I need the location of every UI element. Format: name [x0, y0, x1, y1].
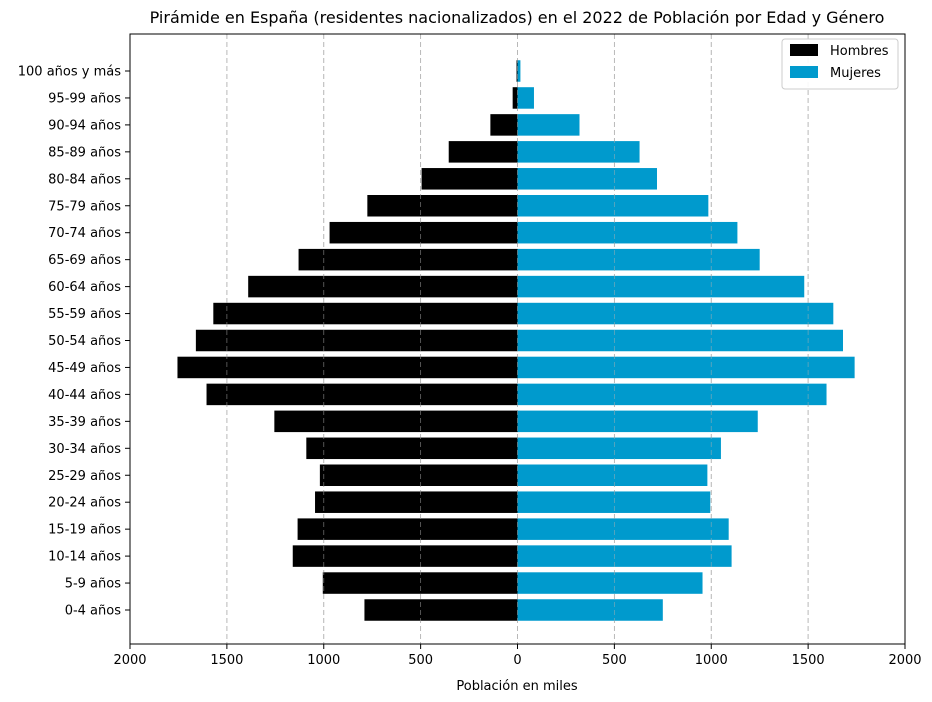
bar-hombres	[322, 572, 518, 594]
bar-mujeres	[517, 221, 738, 244]
legend-swatch-mujeres	[790, 66, 818, 78]
bar-hombres	[206, 383, 518, 406]
y-tick-label: 75-79 años	[48, 199, 121, 214]
bar-mujeres	[517, 87, 534, 109]
bar-hombres	[195, 329, 518, 352]
y-axis-ticks: 0-4 años 5-9 años 10-14 años 15-19 años 20-2…	[18, 65, 130, 619]
y-tick-label: 55-59 años	[48, 307, 121, 322]
bar-mujeres	[517, 491, 711, 513]
grid-lines-overlay	[226, 34, 809, 644]
x-axis-label: Población en miles	[456, 679, 577, 694]
y-tick-label: 70-74 años	[48, 226, 121, 241]
x-tick-label: 1000	[307, 653, 340, 668]
y-tick-label: 10-14 años	[48, 550, 121, 565]
bar-mujeres	[517, 302, 834, 325]
bar-hombres	[421, 168, 518, 190]
bar-hombres	[274, 410, 518, 433]
x-tick-label: 2000	[888, 653, 921, 668]
y-tick-label: 5-9 años	[65, 577, 122, 592]
y-tick-label: 20-24 años	[48, 496, 121, 511]
y-tick-label: 30-34 años	[48, 442, 121, 457]
legend-label-mujeres: Mujeres	[830, 66, 881, 81]
bar-hombres	[319, 464, 518, 486]
bar-hombres	[297, 518, 518, 540]
x-tick-label: 2000	[113, 653, 146, 668]
bar-hombres	[213, 302, 518, 325]
x-tick-label: 1500	[210, 653, 243, 668]
legend-label-hombres: Hombres	[830, 44, 889, 59]
bar-hombres	[315, 491, 518, 513]
bar-mujeres	[517, 437, 721, 460]
bar-hombres	[367, 195, 518, 217]
y-tick-label: 90-94 años	[48, 118, 121, 133]
legend: Hombres Mujeres	[781, 38, 899, 90]
y-tick-label: 80-84 años	[48, 172, 121, 187]
y-tick-label: 40-44 años	[48, 388, 121, 403]
bar-mujeres	[517, 572, 703, 594]
y-tick-label: 0-4 años	[65, 604, 122, 619]
bar-hombres	[306, 437, 518, 460]
bar-mujeres	[517, 168, 657, 190]
bar-hombres	[490, 114, 518, 136]
x-axis-ticks: 2000 1500 1000 500 0 500 1000 1500 2000	[113, 644, 922, 668]
y-tick-label: 65-69 años	[48, 253, 121, 268]
x-tick-label: 1500	[792, 653, 825, 668]
bar-mujeres	[517, 545, 732, 567]
bar-hombres	[448, 141, 518, 163]
bar-hombres	[516, 60, 518, 82]
bar-mujeres	[517, 275, 805, 298]
x-tick-label: 500	[408, 653, 433, 668]
bar-hombres	[298, 248, 518, 271]
y-tick-label: 95-99 años	[48, 91, 121, 106]
bar-mujeres	[517, 248, 760, 271]
bar-mujeres	[517, 410, 758, 433]
y-tick-label: 25-29 años	[48, 469, 121, 484]
y-tick-label: 50-54 años	[48, 334, 121, 349]
chart-title: Pirámide en España (residentes nacionali…	[150, 8, 885, 27]
bar-mujeres	[517, 356, 855, 379]
bar-mujeres	[517, 141, 640, 163]
y-tick-label: 35-39 años	[48, 415, 121, 430]
bar-hombres	[364, 599, 518, 621]
bar-mujeres	[517, 464, 708, 486]
y-tick-label: 45-49 años	[48, 361, 121, 376]
bar-hombres	[329, 221, 518, 244]
x-tick-label: 500	[602, 653, 627, 668]
y-tick-label: 60-64 años	[48, 280, 121, 295]
y-tick-label: 100 años y más	[18, 65, 121, 80]
bar-mujeres	[517, 114, 580, 136]
x-tick-label: 1000	[695, 653, 728, 668]
y-tick-label: 85-89 años	[48, 145, 121, 160]
bar-mujeres	[517, 60, 521, 82]
x-tick-label: 0	[513, 653, 521, 668]
bar-mujeres	[517, 518, 729, 540]
bar-hombres	[177, 356, 518, 379]
bar-mujeres	[517, 195, 709, 217]
y-tick-label: 15-19 años	[48, 523, 121, 538]
bar-hombres	[248, 275, 518, 298]
bars	[177, 60, 855, 621]
bar-hombres	[292, 545, 518, 567]
bar-mujeres	[517, 329, 843, 352]
bar-mujeres	[517, 599, 663, 621]
legend-swatch-hombres	[790, 44, 818, 56]
bar-hombres	[512, 87, 518, 109]
bar-mujeres	[517, 383, 827, 406]
